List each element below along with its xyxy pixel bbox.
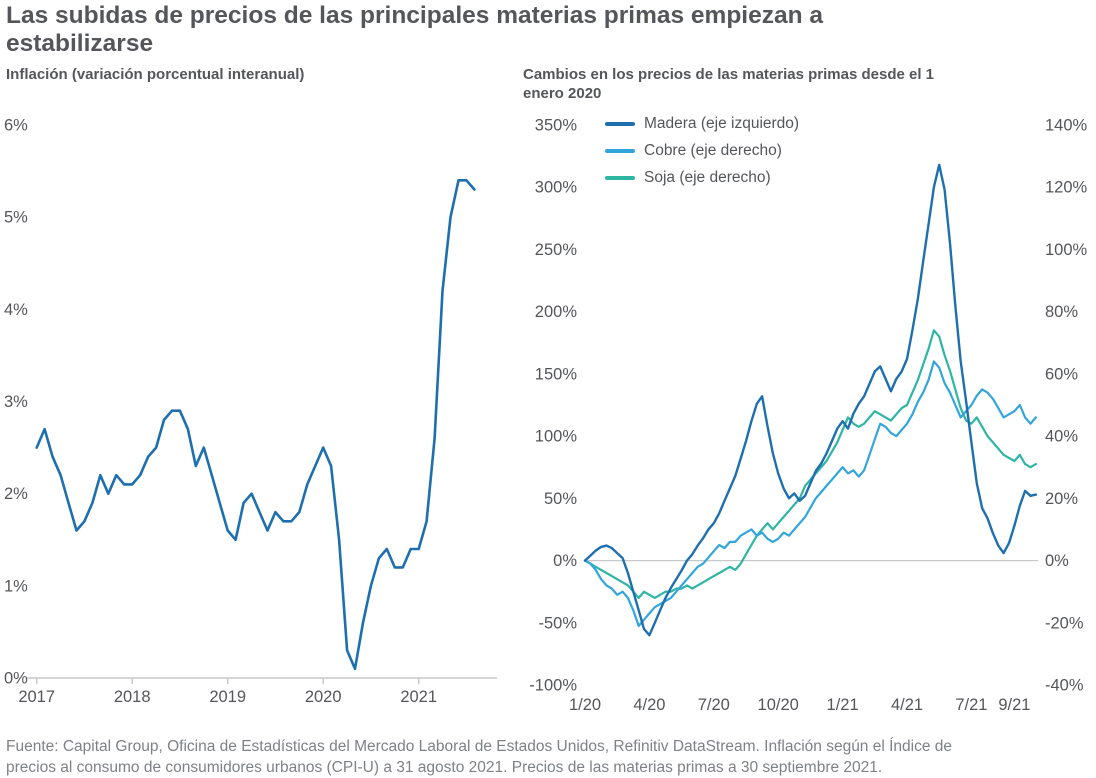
series-line-cobre bbox=[583, 360, 1038, 628]
x-axis-tick-label: 2018 bbox=[114, 688, 151, 706]
y-axis-right-tick-label: 120% bbox=[1045, 179, 1088, 197]
series-line-soja bbox=[583, 329, 1038, 599]
y-axis-tick-label: 350% bbox=[535, 117, 578, 135]
y-axis-tick-label: 6% bbox=[4, 117, 28, 135]
series-line-madera bbox=[583, 163, 1038, 637]
madera-line-swatch bbox=[605, 121, 635, 126]
y-axis-right-tick-label: 20% bbox=[1045, 490, 1078, 508]
y-axis-tick-label: 5% bbox=[4, 209, 28, 227]
commodities-legend: Madera (eje izquierdo) Cobre (eje derech… bbox=[605, 110, 799, 191]
y-axis-tick-label: 200% bbox=[535, 303, 578, 321]
legend-label-soja: Soja (eje derecho) bbox=[644, 168, 771, 186]
y-axis-right-tick-label: 80% bbox=[1045, 303, 1078, 321]
commodities-chart: 350% 300% 250% 200% 150% 100% 50% 0% -50% -100% 14… bbox=[529, 117, 1088, 715]
y-axis-tick-label: 100% bbox=[535, 428, 578, 446]
cobre-line-swatch bbox=[605, 148, 635, 153]
x-axis-tick-label: 1/21 bbox=[827, 696, 859, 714]
inflation-chart: 0% 1% 2% 3% 4% 5% 6% 2017 2018 2019 2020 2021 bbox=[4, 117, 497, 706]
page-title: Las subidas de precios de las principale… bbox=[6, 2, 824, 57]
x-axis-tick-label: 7/20 bbox=[698, 696, 730, 714]
y-axis-tick-label: -100% bbox=[529, 677, 577, 695]
x-axis-tick-label: 2021 bbox=[400, 688, 437, 706]
legend-item-soja: Soja (eje derecho) bbox=[605, 164, 799, 191]
y-axis-tick-label: 250% bbox=[535, 241, 578, 259]
y-axis-right-tick-label: -40% bbox=[1045, 677, 1084, 695]
y-axis-tick-label: 1% bbox=[4, 577, 28, 595]
y-axis-right-tick-label: 100% bbox=[1045, 241, 1088, 259]
x-axis-tick-label: 2020 bbox=[305, 688, 342, 706]
x-axis-tick-label: 9/21 bbox=[998, 696, 1030, 714]
y-axis-tick-label: 4% bbox=[4, 301, 28, 319]
y-axis-right-tick-label: 140% bbox=[1045, 117, 1088, 135]
legend-label-madera: Madera (eje izquierdo) bbox=[644, 114, 800, 132]
legend-item-cobre: Cobre (eje derecho) bbox=[605, 137, 799, 164]
y-axis-tick-label: 300% bbox=[535, 179, 578, 197]
y-axis-tick-label: 3% bbox=[4, 393, 28, 411]
y-axis-right-tick-label: -20% bbox=[1045, 614, 1084, 632]
y-axis-tick-label: 0% bbox=[4, 670, 28, 688]
source-note: Fuente: Capital Group, Oficina de Estadí… bbox=[6, 738, 953, 776]
x-axis-tick-label: 1/20 bbox=[569, 696, 601, 714]
series-line-inflacion bbox=[35, 179, 476, 671]
soja-line-swatch bbox=[605, 175, 635, 180]
x-axis-tick-label: 2019 bbox=[209, 688, 246, 706]
x-axis-tick-label: 7/21 bbox=[955, 696, 987, 714]
x-axis-tick-label: 4/20 bbox=[633, 696, 665, 714]
y-axis-right-tick-label: 60% bbox=[1045, 365, 1078, 383]
inflation-chart-title: Inflación (variación porcentual interanu… bbox=[6, 66, 305, 83]
y-axis-right-tick-label: 40% bbox=[1045, 428, 1078, 446]
y-axis-tick-label: 0% bbox=[553, 552, 577, 570]
x-axis-tick-label: 4/21 bbox=[891, 696, 923, 714]
y-axis-tick-label: -50% bbox=[538, 614, 577, 632]
y-axis-tick-label: 50% bbox=[544, 490, 577, 508]
commodities-chart-title: Cambios en los precios de las materias p… bbox=[523, 66, 935, 102]
y-axis-right-tick-label: 0% bbox=[1045, 552, 1069, 570]
legend-label-cobre: Cobre (eje derecho) bbox=[644, 141, 782, 159]
x-axis-tick-label: 2017 bbox=[18, 688, 55, 706]
y-axis-tick-label: 150% bbox=[535, 365, 578, 383]
legend-item-madera: Madera (eje izquierdo) bbox=[605, 110, 799, 137]
y-axis-tick-label: 2% bbox=[4, 485, 28, 503]
x-axis-tick-label: 10/20 bbox=[758, 696, 799, 714]
